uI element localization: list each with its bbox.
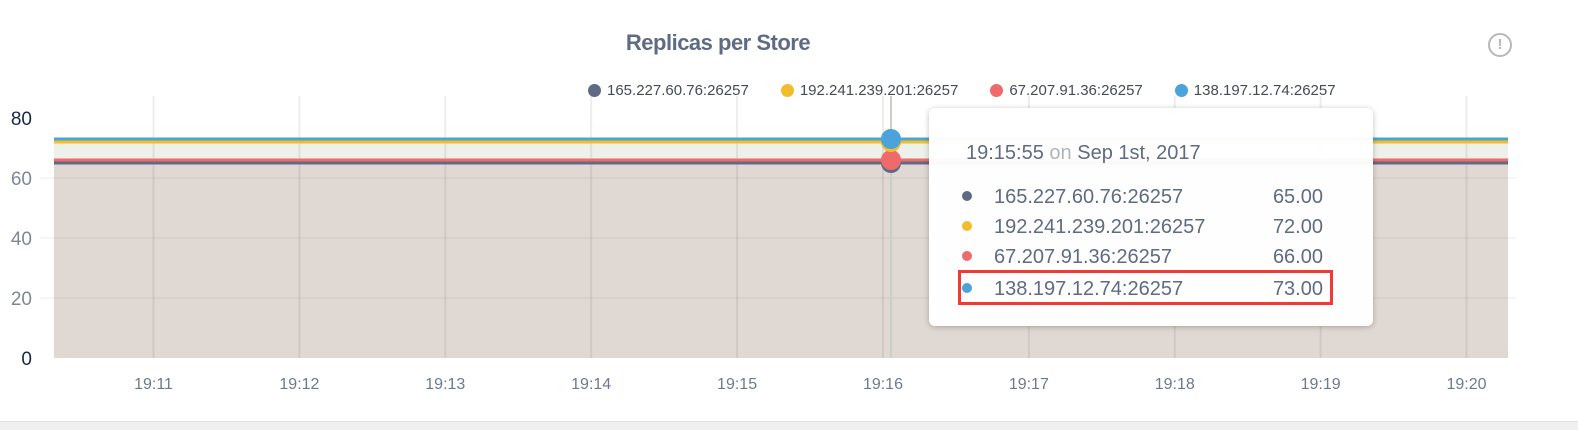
legend-dot-icon: [588, 84, 601, 97]
tooltip-time: 19:15:55: [966, 142, 1044, 164]
series-dot-icon: [962, 282, 972, 293]
tooltip-value: 73.00: [1272, 278, 1323, 300]
tooltip-row: 67.207.91.36:26257 66.00: [962, 242, 1332, 272]
tooltip-date: Sep 1st, 2017: [1077, 142, 1201, 164]
legend: 165.227.60.76:26257 192.241.239.201:2625…: [588, 82, 1368, 99]
hover-point: [881, 129, 901, 149]
tooltip-label: 138.197.12.74:26257: [994, 278, 1184, 300]
info-icon[interactable]: !: [1488, 33, 1512, 57]
x-tick-label: 19:13: [425, 376, 465, 393]
tooltip-header: 19:15:55 on Sep 1st, 2017: [966, 142, 1201, 165]
series-dot-icon: [962, 220, 972, 231]
tooltip-row: 165.227.60.76:26257 65.00: [962, 182, 1332, 212]
x-tick-label: 19:15: [717, 376, 757, 393]
tooltip-on: on: [1049, 142, 1072, 164]
x-tick-label: 19:14: [571, 376, 611, 393]
highlight-box: [958, 270, 1333, 305]
x-tick-label: 19:12: [279, 376, 319, 393]
x-tick-label: 19:19: [1301, 376, 1341, 393]
legend-label: 138.197.12.74:26257: [1193, 82, 1336, 99]
legend-label: 67.207.91.36:26257: [1009, 82, 1143, 99]
series-dot-icon: [962, 190, 972, 201]
y-tick-label: 80: [11, 109, 32, 130]
legend-dot-icon: [1174, 84, 1188, 97]
chart-title: Replicas per Store: [625, 30, 811, 55]
tooltip-value: 65.00: [1272, 186, 1323, 208]
tooltip-value: 72.00: [1272, 216, 1323, 238]
tooltip-row: 192.241.239.201:26257 72.00: [962, 212, 1332, 242]
tooltip-label: 165.227.60.76:26257: [994, 186, 1184, 208]
x-tick-label: 19:20: [1446, 376, 1486, 393]
legend-item[interactable]: 165.227.60.76:26257: [588, 82, 749, 99]
x-tick-label: 19:18: [1155, 376, 1195, 393]
y-tick-label: 60: [11, 169, 32, 190]
y-tick-label: 0: [21, 349, 32, 370]
series-dot-icon: [962, 250, 972, 261]
tooltip-row: 138.197.12.74:26257 73.00: [962, 274, 1332, 304]
legend-dot-icon: [990, 84, 1004, 97]
legend-item[interactable]: 138.197.12.74:26257: [1174, 82, 1336, 99]
tooltip: 19:15:55 on Sep 1st, 2017 165.227.60.76:…: [929, 108, 1373, 326]
y-tick-label: 40: [11, 229, 32, 250]
legend-dot-icon: [780, 84, 794, 97]
legend-label: 165.227.60.76:26257: [607, 82, 749, 99]
hover-point: [881, 150, 901, 170]
tooltip-label: 192.241.239.201:26257: [994, 216, 1206, 238]
x-tick-label: 19:16: [863, 376, 903, 393]
x-tick-label: 19:11: [134, 376, 173, 393]
legend-item[interactable]: 192.241.239.201:26257: [780, 82, 959, 99]
legend-item[interactable]: 67.207.91.36:26257: [990, 82, 1143, 99]
legend-label: 192.241.239.201:26257: [799, 82, 959, 99]
bottom-divider: [0, 421, 1578, 430]
x-tick-label: 19:17: [1009, 376, 1049, 393]
tooltip-label: 67.207.91.36:26257: [994, 246, 1172, 268]
y-tick-label: 20: [11, 289, 32, 310]
tooltip-value: 66.00: [1272, 246, 1323, 268]
